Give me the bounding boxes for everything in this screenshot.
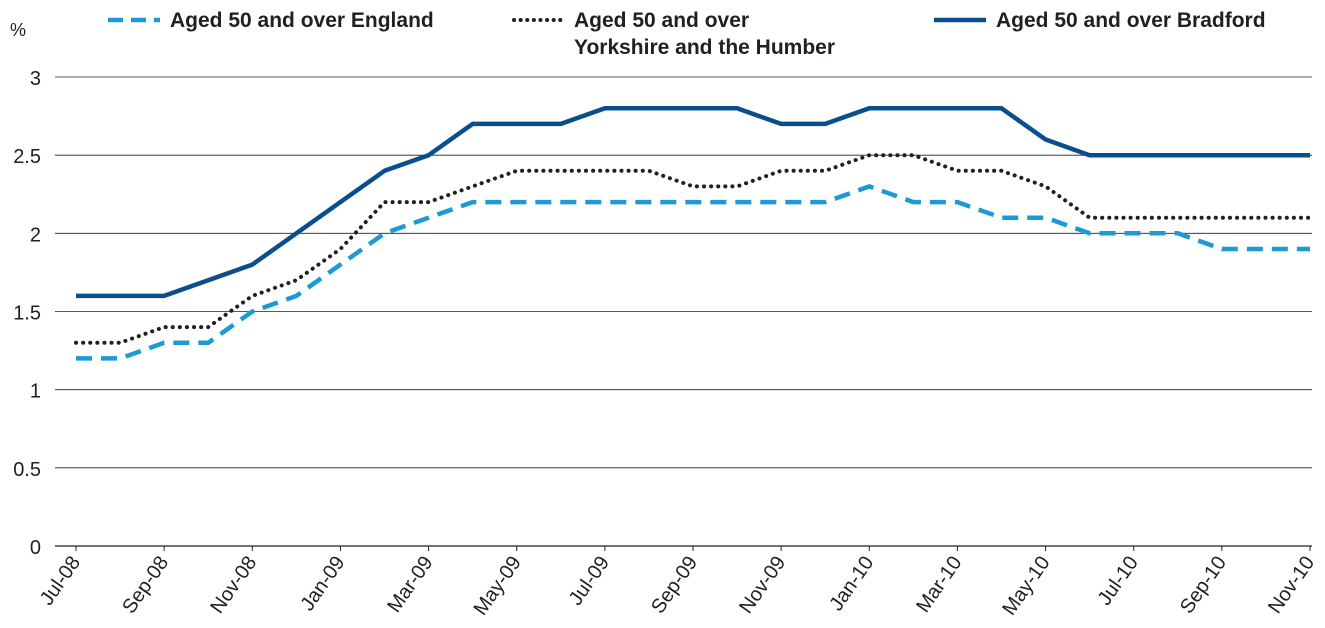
- x-tick-label: May-09: [470, 552, 526, 619]
- x-tick-label: Jul-09: [565, 552, 614, 609]
- x-tick-label: Jan-09: [296, 552, 349, 615]
- y-axis-label: %: [10, 20, 26, 40]
- x-axis-ticks: Jul-08 Sep-08 Nov-08 Jan-09 Mar-09 May-09 Jul-…: [36, 546, 1319, 620]
- legend-label: Aged 50 and over Bradford: [996, 9, 1266, 32]
- x-tick-label: Nov-09: [735, 552, 790, 617]
- x-tick-label: Mar-09: [383, 552, 437, 617]
- gridlines: [55, 76, 1312, 547]
- legend-swatch-dashed: [108, 17, 160, 23]
- x-tick-label: Jul-08: [36, 552, 85, 609]
- legend-label-line-1: Aged 50 and over: [574, 9, 750, 32]
- legend-swatch-solid: [934, 17, 986, 23]
- x-tick-label: Mar-10: [912, 552, 966, 617]
- legend-item-yorkshire: Aged 50 and over Yorkshire and the Humbe…: [510, 6, 890, 66]
- x-tick-label: Sep-09: [647, 552, 702, 617]
- x-tick-label: Jul-10: [1094, 552, 1143, 609]
- legend-label: Aged 50 and over Yorkshire and the Humbe…: [574, 7, 835, 61]
- y-tick-label: 2: [30, 224, 41, 246]
- y-tick-label: 1.5: [13, 303, 41, 325]
- legend-swatch-dotted: [512, 18, 566, 22]
- series-line-3: [76, 106, 1310, 299]
- x-tick-label: Nov-08: [206, 552, 261, 617]
- legend-label-line-2: Yorkshire and the Humber: [574, 36, 836, 59]
- x-tick-label: May-10: [998, 552, 1054, 619]
- y-axis-ticks: 0 0.5 1 1.5 2 2.5 3: [13, 68, 41, 559]
- legend-item-bradford: Aged 50 and over Bradford: [932, 6, 1312, 66]
- x-tick-label: Sep-08: [118, 552, 173, 617]
- x-tick-label: Nov-10: [1264, 552, 1319, 617]
- series-lines: [74, 106, 1312, 361]
- y-tick-label: 3: [30, 68, 41, 90]
- x-tick-label: Jan-10: [825, 552, 878, 615]
- legend-item-england: Aged 50 and over England: [106, 6, 486, 66]
- series-line-2: [74, 153, 1312, 345]
- y-tick-label: 1: [30, 381, 41, 403]
- y-tick-label: 0: [30, 537, 41, 559]
- y-tick-label: 0.5: [13, 459, 41, 481]
- series-line-1: [76, 184, 1310, 361]
- legend-label: Aged 50 and over England: [170, 9, 434, 32]
- x-tick-label: Sep-10: [1176, 552, 1231, 617]
- y-tick-label: 2.5: [13, 146, 41, 168]
